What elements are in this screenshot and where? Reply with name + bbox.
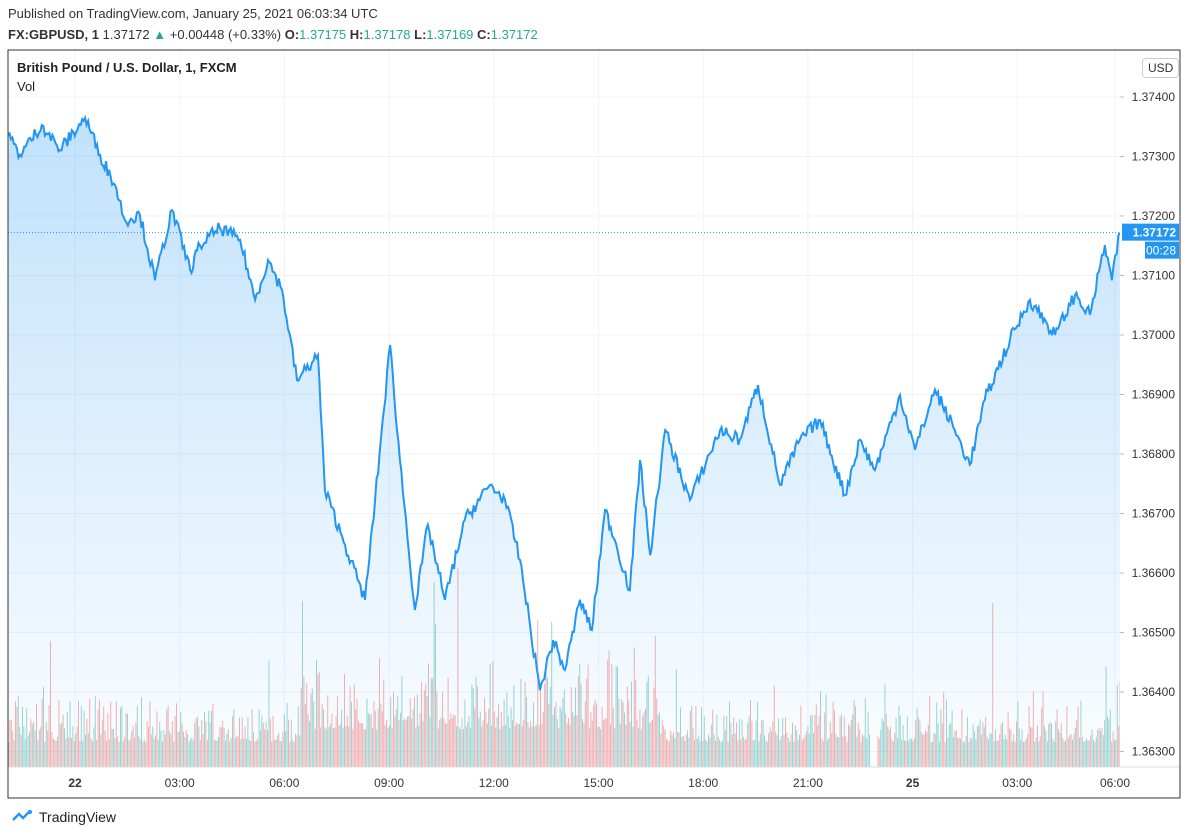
high-value: 1.37178 xyxy=(363,27,411,42)
price-change: +0.00448 (+0.33%) xyxy=(169,27,282,42)
time-tick-label: 03:00 xyxy=(1002,776,1032,790)
countdown-badge xyxy=(1145,241,1179,259)
last-price-label: 1.37172 xyxy=(1133,226,1177,240)
open-label: O: xyxy=(284,27,300,42)
tradingview-logo-icon xyxy=(12,810,32,821)
time-tick-label: 06:00 xyxy=(1100,776,1130,790)
time-tick-label: 12:00 xyxy=(479,776,509,790)
price-tick-label: 1.36600 xyxy=(1132,566,1176,580)
price-tick-label: 1.36700 xyxy=(1132,507,1176,521)
countdown-label: 00:28 xyxy=(1146,244,1176,258)
price-tick-label: 1.36900 xyxy=(1132,388,1176,402)
time-tick-label: 15:00 xyxy=(583,776,613,790)
time-tick-label: 22 xyxy=(68,776,82,790)
symbol-bar: FX:GBPUSD, 1 1.37172 ▲ +0.00448 (+0.33%)… xyxy=(8,27,538,42)
price-axis-bg xyxy=(1120,50,1180,798)
price-area-fill xyxy=(8,117,1120,767)
symbol-name: FX:GBPUSD, 1 xyxy=(8,27,100,42)
brand-name: TradingView xyxy=(39,809,117,825)
close-label: C: xyxy=(477,27,491,42)
low-label: L: xyxy=(414,27,427,42)
price-tick-label: 1.36300 xyxy=(1132,745,1176,759)
chart-border xyxy=(7,49,1181,799)
last-price: 1.37172 xyxy=(102,27,150,42)
price-tick-label: 1.37200 xyxy=(1132,209,1176,223)
price-tick-label: 1.37000 xyxy=(1132,328,1176,342)
close-value: 1.37172 xyxy=(490,27,538,42)
price-tick-label: 1.37400 xyxy=(1132,90,1176,104)
published-info: Published on TradingView.com, January 25… xyxy=(8,6,378,21)
price-tick-label: 1.36400 xyxy=(1132,685,1176,699)
up-arrow-icon: ▲ xyxy=(153,27,167,42)
price-tick-label: 1.36500 xyxy=(1132,626,1176,640)
time-axis[interactable]: 22 03:00 06:00 09:00 12:00 15:00 18:00 21:00 25 0… xyxy=(8,766,1180,790)
price-tick-label: 1.36800 xyxy=(1132,447,1176,461)
price-tick-label: 1.37100 xyxy=(1132,269,1176,283)
price-tick-label: 1.37300 xyxy=(1132,150,1176,164)
last-price-badge xyxy=(1122,223,1179,241)
currency-button[interactable]: USD xyxy=(1142,58,1180,78)
chart-legend-title: British Pound / U.S. Dollar, 1, FXCM xyxy=(17,60,237,75)
time-tick-label: 09:00 xyxy=(374,776,404,790)
price-line[interactable] xyxy=(8,114,1120,691)
price-axis[interactable]: 1.37400 1.37300 1.37200 1.37100 1.37000 1.369… xyxy=(1120,50,1180,798)
time-tick-label: 06:00 xyxy=(269,776,299,790)
volume-legend: Vol xyxy=(17,79,36,94)
open-value: 1.37175 xyxy=(299,27,347,42)
tradingview-logo[interactable]: TradingView xyxy=(12,809,116,825)
high-label: H: xyxy=(349,27,364,42)
time-tick-label: 18:00 xyxy=(688,776,718,790)
time-tick-label: 25 xyxy=(906,776,920,790)
time-tick-label: 21:00 xyxy=(793,776,823,790)
low-value: 1.37169 xyxy=(426,27,474,42)
time-tick-label: 03:00 xyxy=(165,776,195,790)
